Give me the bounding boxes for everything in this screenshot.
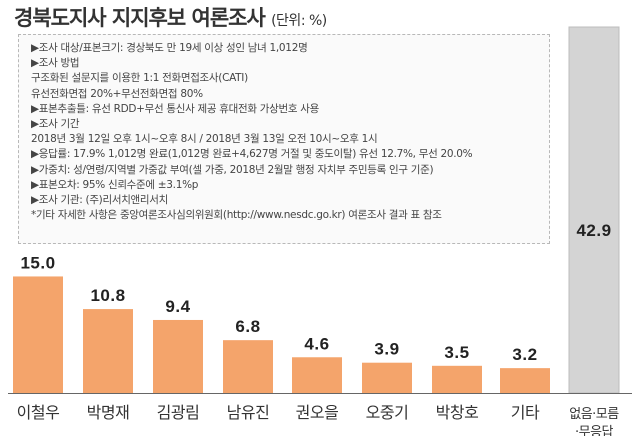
survey-info-line: 구조화된 설문지를 이용한 1:1 전화면접조사(CATI) [31,72,248,85]
survey-info-line: ▶가중치: 성/연령/지역별 가중값 부여(셀 가중, 2018년 2월말 행정… [31,163,434,176]
data-label: 6.8 [235,317,260,336]
data-label: 10.8 [90,286,125,305]
bar [362,362,412,393]
category-label: 오중기 [366,403,409,422]
survey-info-line: ▶조사 기관: (주)리서치앤리서치 [31,194,169,207]
survey-info-line: ▶응답률: 17.9% 1,012명 완료(1,012명 완료+4,627명 거… [31,148,473,161]
category-label: 박창호 [436,403,479,422]
data-label: 42.9 [576,221,611,240]
category-label: 김광림 [157,403,200,422]
category-label: ·무응답 [575,425,614,436]
bar [500,368,550,393]
bar [83,309,133,393]
data-label: 9.4 [165,297,190,316]
category-label: 기타 [511,403,540,422]
survey-info-box: ▶조사 대상/표본크기: 경상북도 만 19세 이상 성인 남녀 1,012명 ▶… [18,34,550,244]
category-label: 없음·모름 [569,407,619,422]
survey-info-line: 유선전화면접 20%+무선전화면접 80% [31,87,203,100]
survey-info-line: 2018년 3월 12일 오후 1시~오후 8시 / 2018년 3월 13일 … [31,133,378,146]
unit-label: (단위: %) [271,13,327,29]
survey-info-line: ▶조사 대상/표본크기: 경상북도 만 19세 이상 성인 남녀 1,012명 [31,42,308,54]
chart-title-text: 경북도지사 지지후보 여론조사 [14,6,266,30]
data-label: 3.5 [444,343,469,362]
category-label: 박명재 [87,403,130,422]
category-label: 이철우 [17,403,60,422]
bar-no-answer [568,26,620,394]
bar [13,276,63,393]
chart-title: 경북도지사 지지후보 여론조사 (단위: %) [14,2,327,32]
data-label: 3.9 [374,340,399,359]
survey-info-line: ▶조사 기간 [31,118,80,131]
survey-info-line: ▶조사 방법 [31,57,80,70]
bar [153,319,203,393]
category-label: 남유진 [227,403,270,422]
bar [432,365,482,393]
bar [223,340,273,393]
category-label: 권오을 [296,403,339,422]
survey-info-line: *기타 자세한 사항은 중앙여론조사심의위원회(http://www.nesdc… [31,209,442,222]
data-label: 3.2 [512,345,537,364]
data-label: 4.6 [304,334,329,353]
survey-info-line: ▶표본오차: 95% 신뢰수준에 ±3.1%p [31,178,199,191]
data-label: 15.0 [20,253,55,272]
survey-info-line: ▶표본추출틀: 유선 RDD+무선 통신사 제공 휴대전화 가상번호 사용 [31,102,319,115]
bar [292,357,342,393]
